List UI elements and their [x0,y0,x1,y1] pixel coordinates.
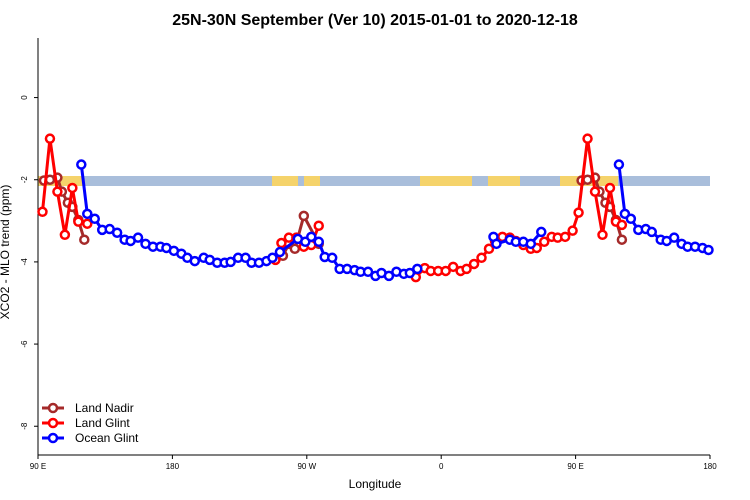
x-tick-label: 180 [703,462,717,471]
land-band [420,176,472,186]
chart-title: 25N-30N September (Ver 10) 2015-01-01 to… [172,12,578,29]
point [267,252,278,264]
land-band [272,176,298,186]
point [111,227,123,238]
point [52,186,63,197]
y-tick-label: -8 [20,422,29,430]
point [37,206,48,218]
land-band [488,176,520,186]
x-tick-label: 90 E [30,462,46,471]
point [668,232,680,243]
y-tick-label: -2 [20,176,29,184]
point [468,258,480,270]
point [44,133,56,144]
point [82,218,93,229]
legend-label: Land Nadir [75,401,134,415]
x-tick-label: 90 W [297,462,316,471]
ocean-band [38,176,710,186]
point [404,267,416,279]
y-axis-label: XCO2 - MLO trend (ppm) [0,185,12,320]
legend-marker [47,417,59,429]
point [440,265,451,277]
point [582,133,593,144]
x-tick-label: 90 E [567,462,583,471]
point [313,236,324,248]
point [646,226,658,238]
point [59,229,71,241]
legend-marker [47,402,59,414]
land-band [304,176,320,186]
point [573,207,584,218]
legend-marker [47,432,59,444]
point [412,263,423,275]
point [79,234,90,245]
point [82,208,93,220]
point [491,238,502,250]
point [362,266,374,278]
point [616,234,628,245]
point [476,252,487,264]
x-tick-label: 180 [166,462,180,471]
point [538,236,550,248]
point [298,210,310,222]
point [483,243,495,255]
point [189,255,201,267]
point [73,216,84,227]
point [597,229,608,241]
x-tick-label: 0 [439,462,444,471]
point [274,246,286,258]
point [536,226,547,238]
point [289,243,301,255]
point [383,270,395,282]
y-tick-label: -6 [20,340,29,348]
point [589,186,601,197]
point [132,232,144,243]
point [225,256,236,268]
legend-label: Ocean Glint [75,431,139,445]
point [461,263,472,275]
point [559,231,571,243]
point [613,159,625,170]
y-tick-label: 0 [20,95,29,100]
point [567,225,578,236]
point [525,238,537,250]
point [67,182,78,194]
point [625,213,637,225]
point [276,237,287,249]
point [616,219,628,231]
legend-label: Land Glint [75,416,130,430]
point [89,213,100,225]
point [703,244,714,256]
point [313,220,324,232]
point [76,159,87,170]
point [326,252,338,264]
point [604,182,616,194]
x-axis-label: Longitude [349,477,402,491]
y-tick-label: -4 [20,258,29,266]
point [306,231,317,243]
point [447,261,459,273]
